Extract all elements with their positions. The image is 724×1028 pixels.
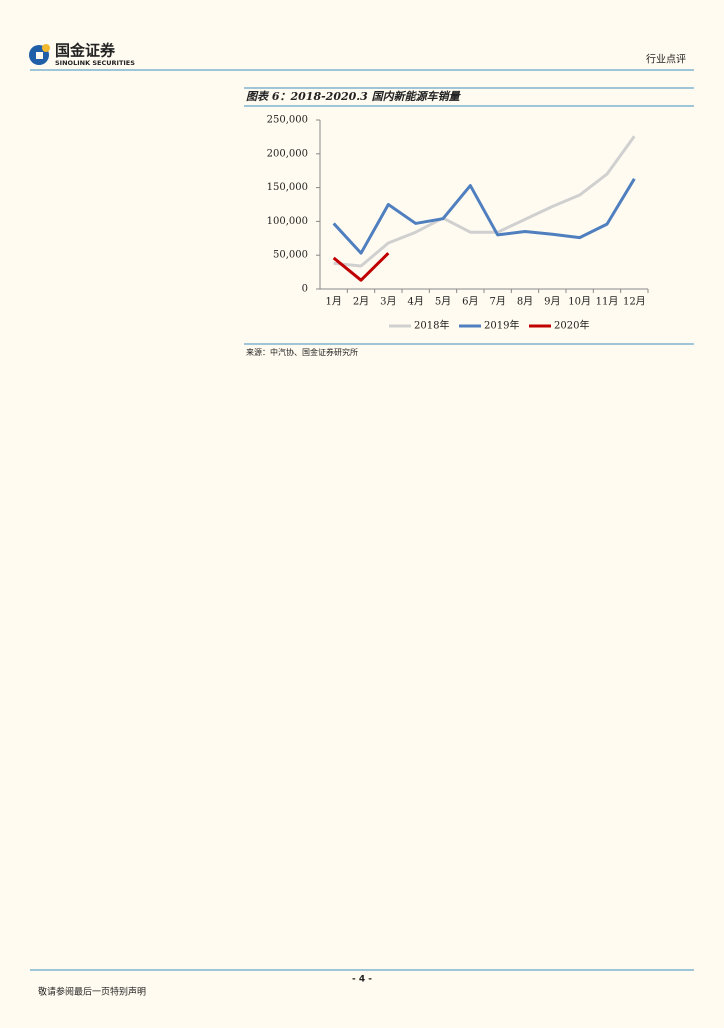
company-name-en: SINOLINK SECURITIES — [55, 59, 135, 67]
legend-label: 2019年 — [484, 319, 519, 332]
x-tick-label: 4月 — [407, 296, 423, 308]
legend-label: 2020年 — [554, 319, 589, 332]
disclaimer: 敬请参阅最后一页特别声明 — [38, 986, 146, 998]
y-tick-label: 150,000 — [267, 182, 308, 193]
x-tick-label: 10月 — [568, 296, 591, 308]
x-tick-label: 9月 — [544, 296, 560, 308]
legend-label: 2018年 — [414, 319, 449, 332]
x-tick-label: 1月 — [325, 296, 341, 308]
source-note: 来源：中汽协、国金证券研究所 — [246, 347, 358, 357]
x-tick-label: 6月 — [462, 296, 478, 308]
x-tick-label: 11月 — [596, 296, 619, 308]
series-line — [332, 178, 636, 255]
y-tick-label: 200,000 — [267, 148, 308, 159]
series-line — [332, 252, 390, 282]
series-line — [333, 135, 636, 268]
figure-title: 图表 6：2018-2020.3 国内新能源车销量 — [246, 90, 462, 103]
logo — [29, 44, 50, 65]
y-tick-label: 100,000 — [267, 216, 308, 227]
y-tick-label: 50,000 — [273, 250, 308, 261]
x-tick-label: 3月 — [380, 296, 396, 308]
company-name: 国金证券 — [55, 42, 116, 60]
logo-icon-dot — [42, 44, 50, 52]
report-type: 行业点评 — [646, 53, 686, 66]
y-tick-label: 250,000 — [267, 115, 308, 126]
y-tick-label: 0 — [302, 284, 308, 295]
x-tick-label: 8月 — [517, 296, 533, 308]
chart: 0 50,000 100,000 150,000 200,000 250,000 1月 2月 3… — [267, 115, 649, 332]
x-tick-label: 2月 — [353, 296, 369, 308]
logo-icon-inner — [36, 52, 43, 59]
x-tick-label: 12月 — [623, 296, 646, 308]
x-tick-label: 5月 — [435, 296, 451, 308]
x-tick-label: 7月 — [489, 296, 505, 308]
page-number: - 4 - — [352, 975, 372, 985]
